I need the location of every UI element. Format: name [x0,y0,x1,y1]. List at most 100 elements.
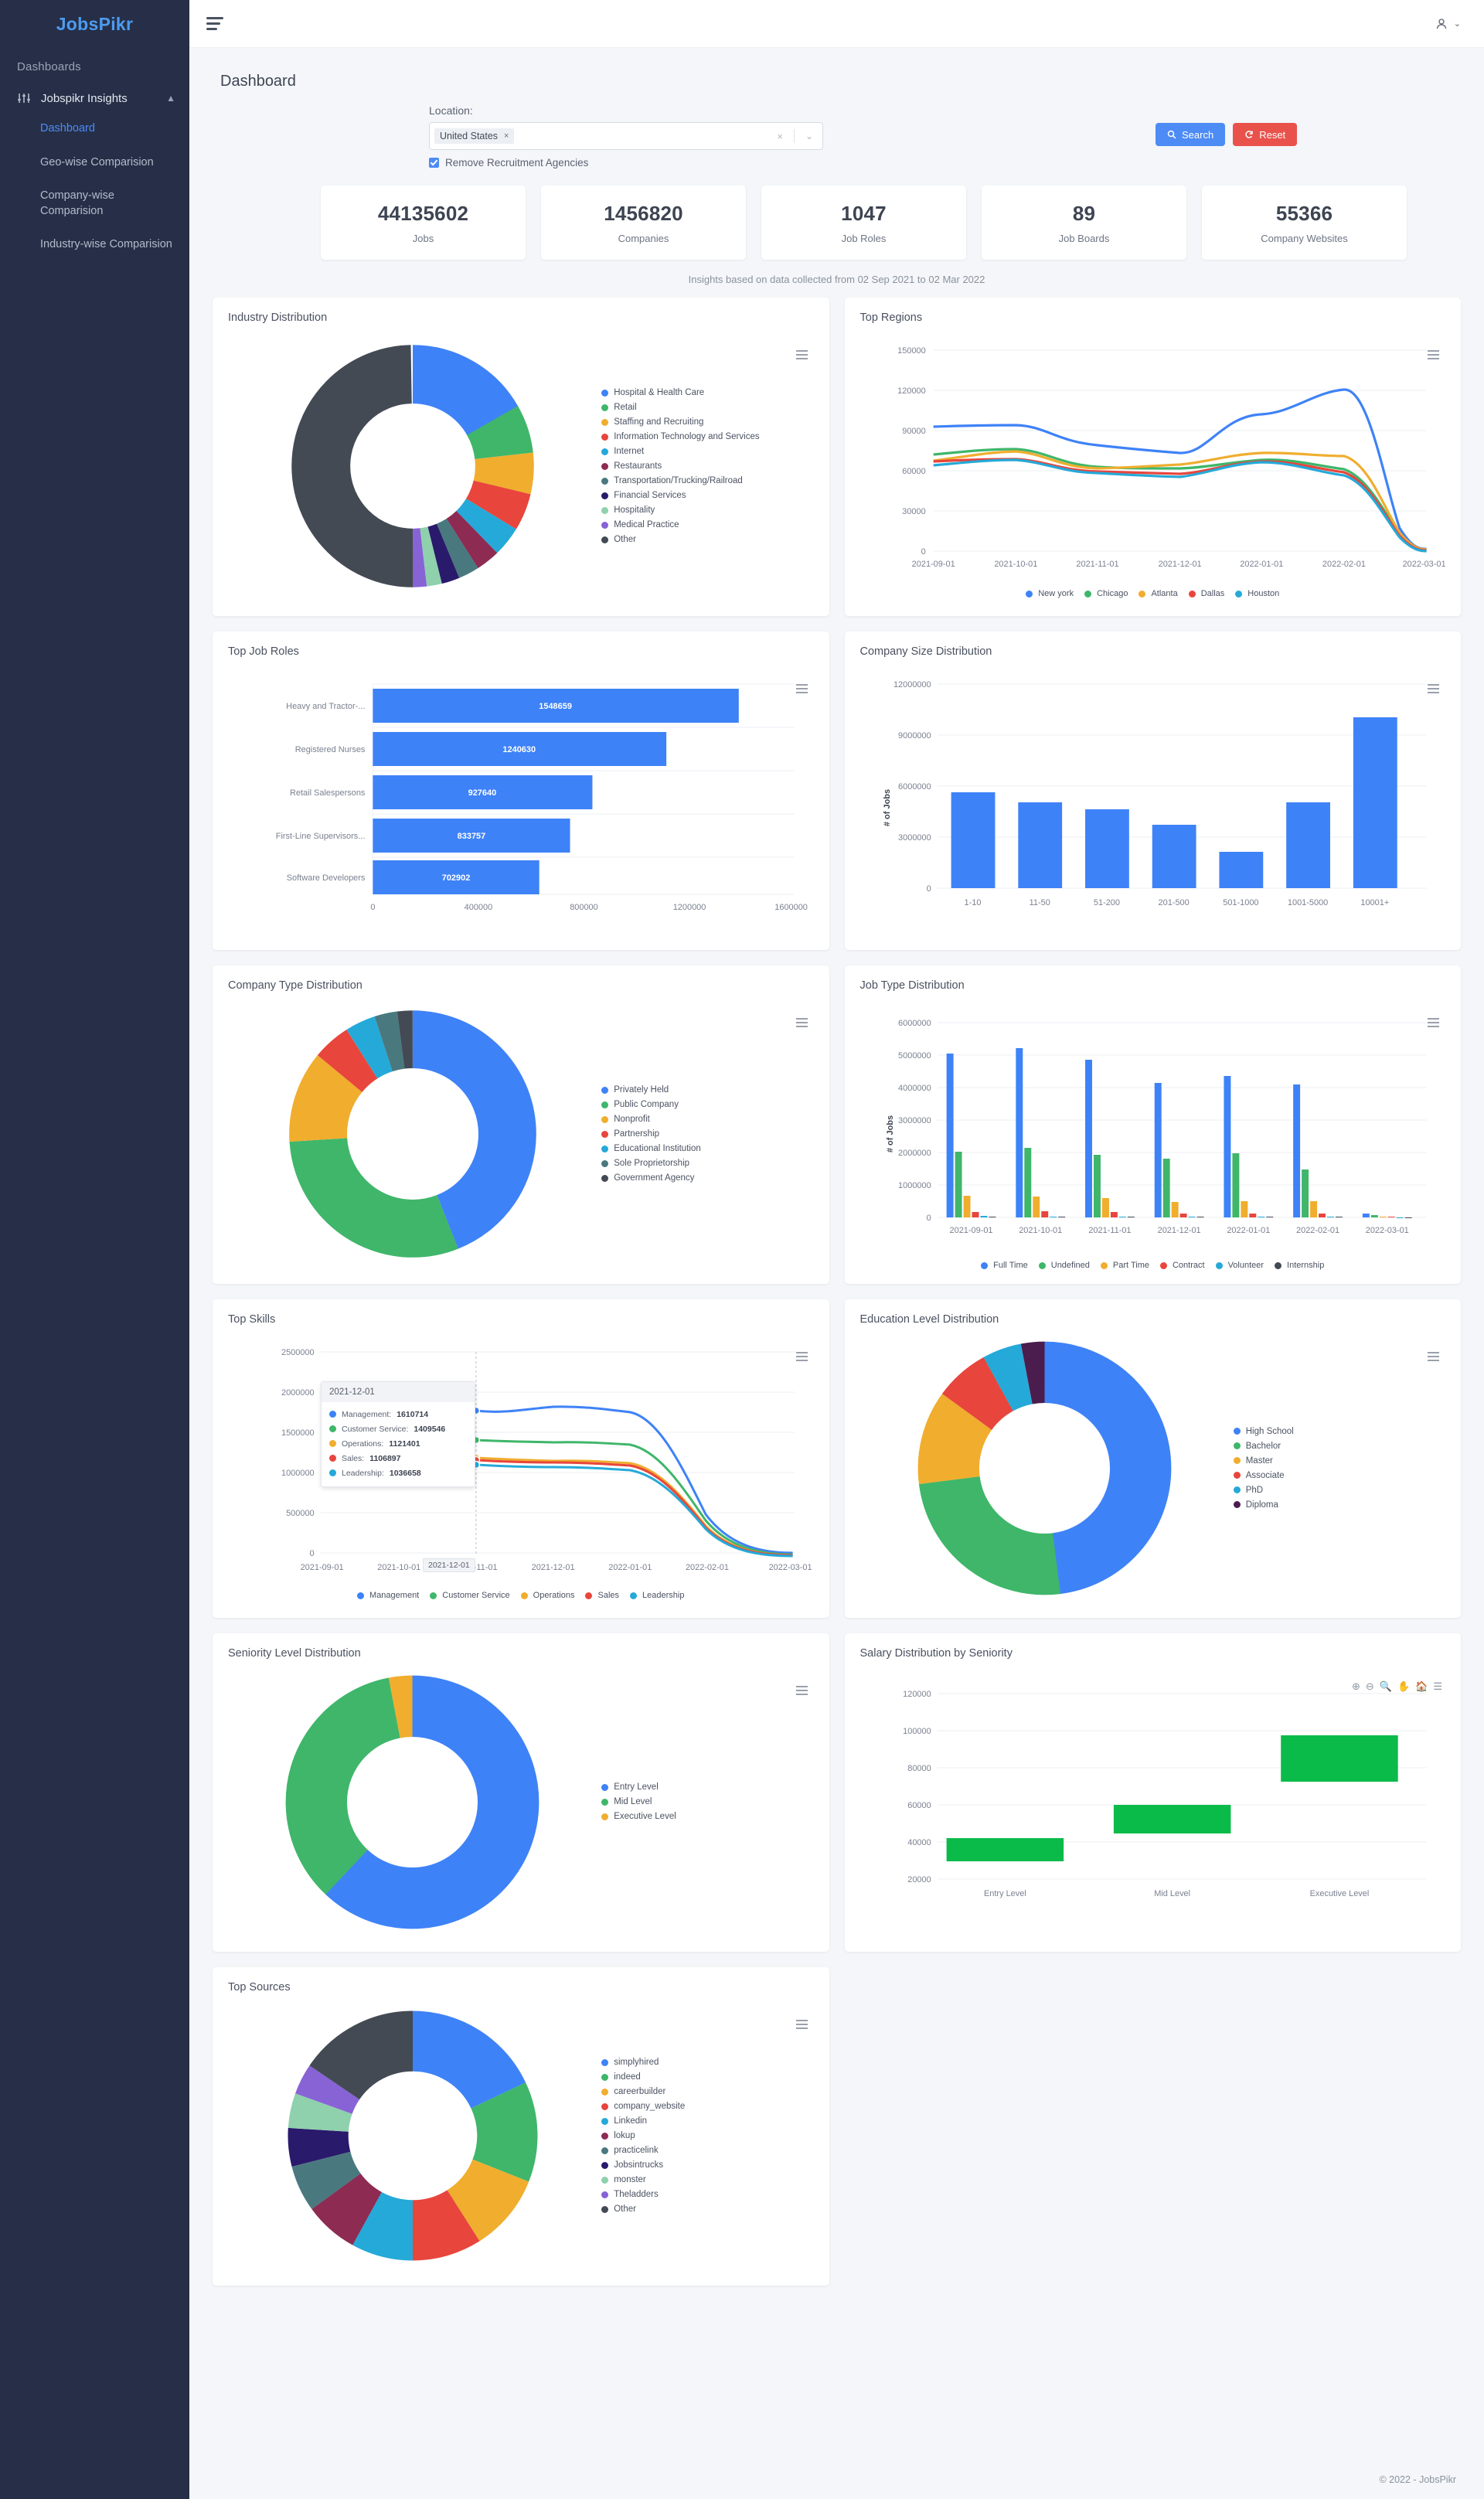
legend-item[interactable]: Chicago [1084,589,1128,598]
legend-item[interactable]: Leadership [630,1591,684,1600]
card-title: Company Type Distribution [228,979,362,992]
legend-item[interactable]: practicelink [601,2146,813,2155]
chip-remove-icon[interactable]: × [504,131,509,141]
reset-button[interactable]: Reset [1233,123,1298,146]
legend-item[interactable]: Educational Institution [601,1144,813,1153]
zoom-out-icon[interactable]: ⊖ [1365,1680,1374,1692]
legend-item[interactable]: Other [601,535,813,544]
selection-zoom-icon[interactable]: 🔍 [1379,1680,1392,1692]
legend-item[interactable]: Part Time [1100,1261,1149,1270]
salary-chart-toolbar: ⊕ ⊖ 🔍 ✋ 🏠 ☰ [1352,1681,1442,1691]
legend-item[interactable]: Associate [1233,1471,1445,1480]
x-tick: 800000 [570,903,598,912]
hamburger-icon[interactable] [206,17,223,30]
chart-menu-icon[interactable] [795,1686,808,1695]
legend-item[interactable]: Hospitality [601,506,813,515]
chart-menu-icon[interactable] [1428,684,1439,693]
legend-item[interactable]: indeed [601,2072,813,2082]
y-tick: 4000000 [898,1084,931,1093]
legend-dot [601,2147,609,2154]
sidebar-item-industry-wise-comparision[interactable]: Industry-wise Comparision [40,238,172,251]
legend-item[interactable]: Atlanta [1139,589,1178,598]
legend-label: Full Time [993,1261,1028,1270]
bar-group [1223,1076,1273,1217]
zoom-in-icon[interactable]: ⊕ [1351,1680,1360,1692]
legend-item[interactable]: lokup [601,2131,813,2140]
legend-item[interactable]: Medical Practice [601,520,813,529]
legend-item[interactable]: Contract [1159,1261,1205,1270]
remove-agencies-row[interactable]: Remove Recruitment Agencies [429,157,823,169]
chart-menu-icon[interactable] [795,684,808,693]
legend-item[interactable]: Public Company [601,1100,813,1109]
legend-item[interactable]: Nonprofit [601,1115,813,1124]
legend-item[interactable]: Sole Proprietorship [601,1159,813,1168]
legend-item[interactable]: Transportation/Trucking/Railroad [601,476,813,485]
legend-item[interactable]: Privately Held [601,1085,813,1095]
legend-item[interactable]: Jobsintrucks [601,2160,813,2170]
legend-item[interactable]: Operations [520,1591,574,1600]
sidebar-group-jobspikr-insights[interactable]: Jobspikr Insights ▲ [0,84,189,112]
legend-item[interactable]: monster [601,2175,813,2184]
legend-item[interactable]: Staffing and Recruiting [601,417,813,427]
remove-agencies-checkbox[interactable] [429,158,439,168]
chevron-up-icon[interactable]: ▲ [166,93,175,104]
chart-menu-icon[interactable] [795,2020,808,2029]
legend-item[interactable]: High School [1233,1427,1445,1436]
legend-item[interactable]: Full Time [981,1261,1028,1270]
menu-icon[interactable]: ☰ [1433,1680,1442,1692]
legend-item[interactable]: Mid Level [601,1797,813,1806]
location-select[interactable]: United States × × ⌄ [429,122,823,150]
legend-item[interactable]: Retail [601,403,813,412]
legend-item[interactable]: Houston [1235,589,1279,598]
sliders-icon [17,91,31,105]
chart-menu-icon[interactable] [795,1018,808,1027]
chart-menu-icon[interactable] [795,350,808,359]
filter-bar: Location: United States × × ⌄ Remove R [220,104,1461,169]
legend-item[interactable]: Diploma [1233,1500,1445,1510]
legend-item[interactable]: Dallas [1188,589,1224,598]
legend-item[interactable]: Other [601,2204,813,2214]
legend-item[interactable]: Government Agency [601,1173,813,1183]
reset-icon[interactable]: 🏠 [1415,1680,1428,1692]
legend-item[interactable]: Entry Level [601,1782,813,1792]
user-menu[interactable]: ⌄ [1435,18,1461,30]
tooltip-header: 2021-12-01 [322,1382,475,1402]
clear-selection-icon[interactable]: × [777,130,783,142]
legend-item[interactable]: company_website [601,2102,813,2111]
legend-item[interactable]: Volunteer [1215,1261,1264,1270]
panning-icon[interactable]: ✋ [1397,1680,1411,1692]
legend-item[interactable]: Internet [601,447,813,456]
legend-item[interactable]: Management [357,1591,419,1600]
sidebar-item-company-wise-comparision[interactable]: Company-wise Comparision [40,189,114,217]
sidebar-item-geo-wise-comparision[interactable]: Geo-wise Comparision [40,155,154,169]
legend-item[interactable]: New york [1026,589,1074,598]
chart-menu-icon[interactable] [1428,1352,1439,1361]
legend-item[interactable]: Customer Service [430,1591,510,1600]
kpi-label: Jobs [412,232,434,244]
legend-item[interactable]: Undefined [1038,1261,1090,1270]
chevron-down-icon[interactable]: ⌄ [805,131,813,141]
chart-menu-icon[interactable] [795,1352,808,1361]
legend-item[interactable]: careerbuilder [601,2087,813,2096]
chart-menu-icon[interactable] [1428,350,1439,359]
legend-item[interactable]: Hospital & Health Care [601,388,813,397]
legend-item[interactable]: Linkedin [601,2116,813,2126]
legend-item[interactable]: Bachelor [1233,1442,1445,1451]
legend-item[interactable]: Sales [585,1591,619,1600]
legend-item[interactable]: Internship [1275,1261,1324,1270]
legend-item[interactable]: Executive Level [601,1812,813,1821]
legend-item[interactable]: Restaurants [601,461,813,471]
legend-item[interactable]: Theladders [601,2190,813,2199]
brand-logo[interactable]: JobsPikr [0,0,189,48]
legend-item[interactable]: PhD [1233,1486,1445,1495]
sidebar-item-dashboard[interactable]: Dashboard [40,122,95,134]
search-button-label: Search [1182,128,1214,141]
legend-item[interactable]: Master [1233,1456,1445,1466]
legend-item[interactable]: simplyhired [601,2058,813,2067]
legend-item[interactable]: Financial Services [601,491,813,500]
legend-dot [601,2176,609,2184]
legend-item[interactable]: Partnership [601,1129,813,1139]
search-button[interactable]: Search [1156,123,1226,146]
legend-item[interactable]: Information Technology and Services [601,432,813,441]
chart-menu-icon[interactable] [1428,1018,1439,1027]
